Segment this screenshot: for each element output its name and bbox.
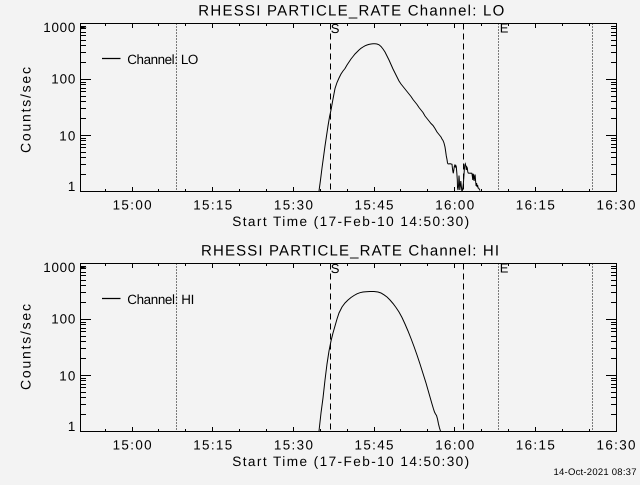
svg-text:15:30: 15:30	[274, 198, 313, 213]
svg-text:Start Time (17-Feb-10 14:50:30: Start Time (17-Feb-10 14:50:30)	[232, 454, 469, 469]
svg-text:15:45: 15:45	[355, 198, 394, 213]
svg-text:100: 100	[51, 71, 75, 86]
svg-text:16:00: 16:00	[435, 438, 474, 453]
svg-text:15:00: 15:00	[113, 438, 152, 453]
svg-text:1: 1	[68, 419, 75, 434]
svg-text:10: 10	[59, 368, 75, 383]
svg-text:Start Time (17-Feb-10 14:50:30: Start Time (17-Feb-10 14:50:30)	[232, 214, 469, 229]
svg-text:15:00: 15:00	[113, 198, 152, 213]
svg-text:16:30: 16:30	[597, 198, 636, 213]
svg-text:E: E	[500, 261, 509, 276]
svg-text:100: 100	[51, 311, 75, 326]
svg-text:S: S	[331, 21, 340, 36]
svg-text:15:45: 15:45	[355, 438, 394, 453]
svg-text:15:30: 15:30	[274, 438, 313, 453]
svg-text:RHESSI PARTICLE_RATE Channel:: RHESSI PARTICLE_RATE Channel: HI	[201, 243, 499, 260]
svg-text:RHESSI PARTICLE_RATE Channel:: RHESSI PARTICLE_RATE Channel: LO	[198, 3, 504, 20]
svg-text:Counts/sec: Counts/sec	[18, 304, 34, 390]
svg-text:16:15: 16:15	[516, 198, 555, 213]
svg-text:S: S	[331, 261, 340, 276]
svg-text:16:30: 16:30	[597, 438, 636, 453]
svg-text:15:15: 15:15	[193, 198, 232, 213]
svg-text:1: 1	[68, 179, 75, 194]
svg-text:Channel: HI: Channel: HI	[127, 292, 194, 307]
svg-text:10: 10	[59, 128, 75, 143]
svg-text:15:15: 15:15	[193, 438, 232, 453]
svg-text:1000: 1000	[43, 260, 75, 275]
svg-text:E: E	[500, 21, 509, 36]
svg-text:1000: 1000	[43, 20, 75, 35]
svg-text:16:15: 16:15	[516, 438, 555, 453]
svg-text:14-Oct-2021 08:37: 14-Oct-2021 08:37	[554, 467, 637, 478]
svg-text:Channel: LO: Channel: LO	[127, 52, 198, 67]
svg-text:Counts/sec: Counts/sec	[18, 67, 34, 153]
svg-text:16:00: 16:00	[435, 198, 474, 213]
